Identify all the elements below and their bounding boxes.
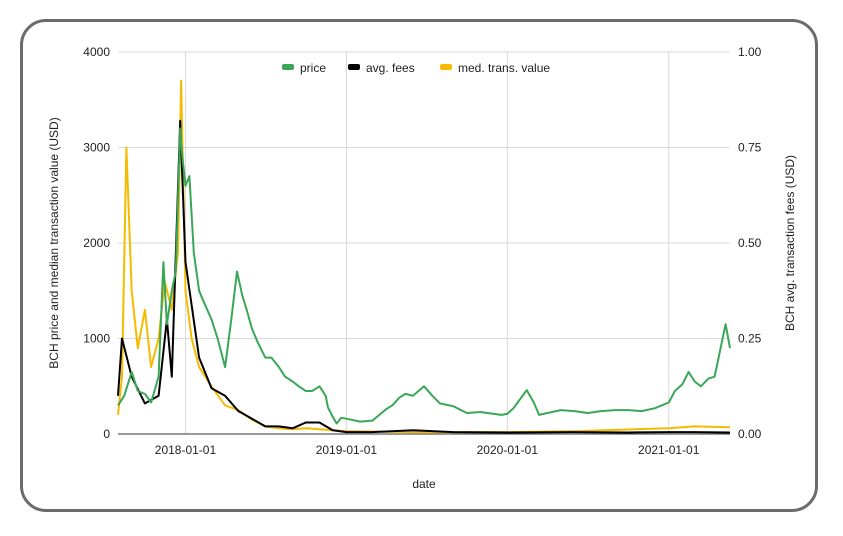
right-tick-label: 0.25	[738, 332, 762, 346]
right-tick-label: 1.00	[738, 45, 762, 59]
right-axis-title: BCH avg. transaction fees (USD)	[783, 155, 797, 331]
series-lines	[117, 79, 731, 434]
x-tick-label: 2019-01-01	[316, 443, 378, 457]
left-axis-ticks: 0 1000 2000 3000 4000	[83, 45, 110, 441]
legend-label: price	[300, 61, 326, 75]
series-line-med-trans-value	[117, 79, 731, 434]
legend-swatch	[282, 64, 294, 70]
right-tick-label: 0.00	[738, 427, 762, 441]
x-axis-ticks: 2018-01-01 2019-01-01 2020-01-01 2021-01-01	[155, 443, 700, 457]
grid-lines	[118, 51, 730, 434]
right-tick-label: 0.75	[738, 141, 762, 155]
legend-swatch	[348, 64, 360, 70]
x-tick-label: 2021-01-01	[638, 443, 700, 457]
left-tick-label: 1000	[83, 332, 110, 346]
legend-label: med. trans. value	[458, 61, 550, 75]
series-line-avg-fees	[117, 119, 731, 434]
legend-swatch	[440, 64, 452, 70]
x-tick-label: 2020-01-01	[477, 443, 539, 457]
left-tick-label: 4000	[83, 45, 110, 59]
legend: price avg. fees med. trans. value	[282, 61, 550, 75]
x-tick-label: 2018-01-01	[155, 443, 217, 457]
legend-label: avg. fees	[366, 61, 415, 75]
x-axis-title: date	[412, 477, 436, 491]
left-tick-label: 2000	[83, 236, 110, 250]
right-axis-ticks: 0.00 0.25 0.50 0.75 1.00	[738, 45, 762, 441]
series-line-price	[117, 127, 731, 425]
left-axis-title: BCH price and median transaction value (…	[47, 117, 61, 368]
right-tick-label: 0.50	[738, 236, 762, 250]
left-tick-label: 0	[103, 427, 110, 441]
left-tick-label: 3000	[83, 141, 110, 155]
